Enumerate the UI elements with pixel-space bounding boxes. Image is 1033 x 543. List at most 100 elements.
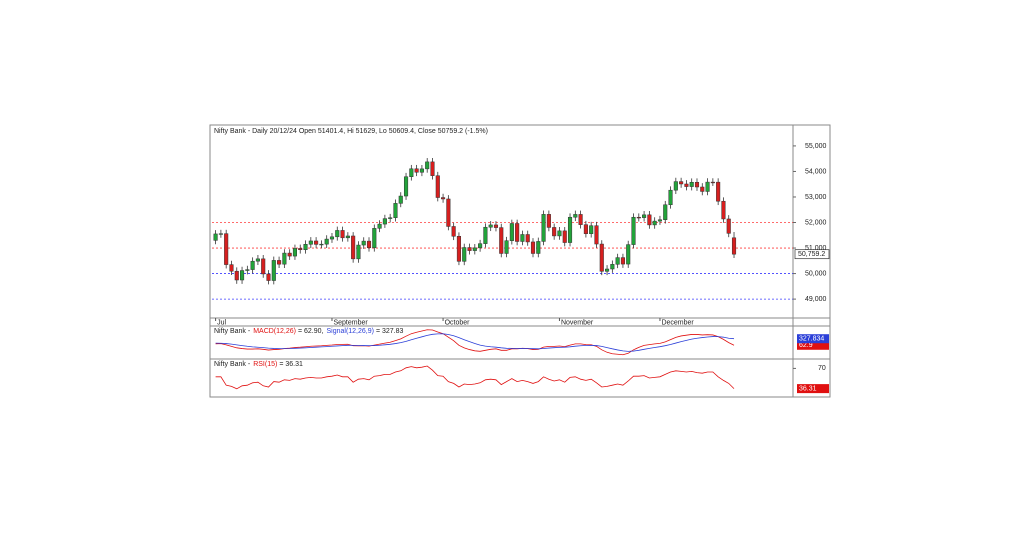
legend-value: = 36.31 bbox=[279, 361, 303, 368]
candle-body bbox=[642, 214, 647, 218]
candle-body bbox=[515, 223, 520, 242]
candle-body bbox=[356, 244, 361, 260]
candle-body bbox=[679, 181, 684, 185]
candle-body bbox=[314, 240, 319, 245]
candle-body bbox=[620, 257, 625, 265]
candle-body bbox=[456, 235, 461, 262]
candle-body bbox=[467, 247, 472, 251]
candle-body bbox=[546, 214, 551, 228]
candle-body bbox=[425, 161, 430, 170]
indicator-line bbox=[215, 333, 735, 352]
candle-body bbox=[583, 224, 588, 234]
candle-body bbox=[710, 181, 715, 184]
candle-body bbox=[694, 181, 700, 188]
candle-body bbox=[398, 195, 403, 204]
candle-body bbox=[626, 244, 631, 265]
x-tick-label: November bbox=[561, 319, 594, 326]
candle-body bbox=[213, 233, 218, 241]
candle-body bbox=[525, 234, 530, 243]
candle-body bbox=[673, 181, 678, 191]
candle-body bbox=[567, 216, 573, 243]
candle-body bbox=[435, 175, 440, 198]
legend-value: = 62.90, bbox=[298, 328, 324, 335]
legend-value: = 327.83 bbox=[376, 328, 404, 335]
candle-body bbox=[393, 203, 398, 218]
candle-body bbox=[610, 264, 615, 270]
candle-body bbox=[589, 225, 594, 234]
legend-name: MACD(12,26) bbox=[253, 328, 296, 335]
candle-body bbox=[382, 218, 387, 225]
candle-body bbox=[377, 223, 382, 229]
candle-body bbox=[430, 161, 435, 176]
candle-body bbox=[255, 258, 260, 262]
candle-body bbox=[721, 200, 726, 220]
chart-frame bbox=[209, 124, 831, 398]
candle-body bbox=[319, 243, 324, 246]
candle-body bbox=[277, 260, 282, 265]
candle-body bbox=[562, 230, 567, 243]
indicator-line bbox=[215, 365, 735, 390]
candle-body bbox=[615, 257, 620, 265]
y-tick-label: 55,000 bbox=[805, 143, 827, 150]
candle-body bbox=[250, 260, 255, 270]
candle-body bbox=[509, 223, 514, 241]
x-tick-label: September bbox=[333, 319, 368, 326]
y-tick-label: 54,000 bbox=[805, 168, 827, 175]
value-box-label: 62.9 bbox=[799, 342, 813, 349]
candle-body bbox=[372, 228, 377, 249]
candle-body bbox=[483, 226, 488, 244]
candle-body bbox=[493, 224, 499, 228]
y-tick-label: 51,000 bbox=[805, 245, 827, 252]
candle-body bbox=[647, 214, 652, 226]
candle-body bbox=[329, 236, 335, 240]
x-tick-label: Jul bbox=[217, 319, 226, 326]
candle-body bbox=[403, 176, 409, 197]
candle-body bbox=[684, 183, 689, 187]
candle-body bbox=[578, 214, 583, 225]
candle-body bbox=[388, 217, 393, 219]
candle-body bbox=[234, 270, 239, 281]
candle-body bbox=[668, 189, 673, 206]
candle-body bbox=[224, 233, 229, 265]
candle-body bbox=[552, 227, 557, 237]
candle-body bbox=[335, 230, 340, 238]
indicator-legend: Nifty Bank - RSI(15) = 36.31 bbox=[214, 361, 303, 368]
candle-body bbox=[441, 197, 446, 200]
candle-body bbox=[340, 230, 345, 239]
candle-body bbox=[308, 240, 313, 245]
candle-body bbox=[652, 220, 657, 226]
candle-body bbox=[663, 204, 668, 220]
candle-body bbox=[451, 226, 456, 237]
candle-body bbox=[462, 247, 467, 262]
candle-body bbox=[229, 264, 234, 272]
value-box bbox=[797, 340, 829, 350]
candle-body bbox=[282, 252, 287, 265]
chart-title: Nifty Bank - Daily 20/12/24 Open 51401.4… bbox=[214, 128, 488, 135]
candle-body bbox=[478, 243, 483, 249]
candle-body bbox=[520, 234, 525, 242]
candle-body bbox=[446, 198, 451, 227]
legend-prefix: Nifty Bank - bbox=[214, 328, 251, 335]
y-tick-label: 50,000 bbox=[805, 270, 827, 277]
candle-body bbox=[716, 181, 721, 202]
candle-body bbox=[573, 214, 578, 218]
candle-body bbox=[414, 168, 419, 173]
candle-body bbox=[298, 248, 303, 251]
candle-body bbox=[499, 227, 504, 254]
candle-body bbox=[657, 219, 663, 222]
candle-body bbox=[419, 168, 424, 173]
value-box bbox=[797, 384, 829, 394]
legend-name: Signal(12,26,9) bbox=[326, 328, 373, 335]
candle-body bbox=[726, 218, 731, 234]
candle-body bbox=[488, 224, 493, 228]
indicator-legend: Nifty Bank - MACD(12,26) = 62.90, Signal(12… bbox=[214, 328, 404, 335]
close-label: 50,759.2 bbox=[798, 251, 825, 258]
candle-body bbox=[536, 241, 541, 254]
candle-body bbox=[240, 270, 245, 281]
close-label-box bbox=[794, 249, 830, 260]
candle-body bbox=[594, 225, 599, 245]
candle-body bbox=[218, 233, 223, 235]
candle-body bbox=[292, 248, 297, 257]
candle-body bbox=[557, 230, 562, 237]
